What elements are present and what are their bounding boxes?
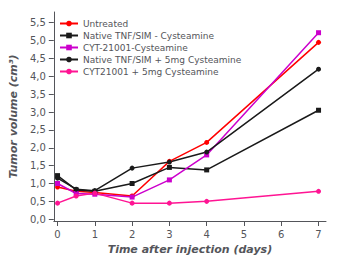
- svg-text:Untreated: Untreated: [83, 19, 128, 29]
- svg-text:Tumor volume (cm³): Tumor volume (cm³): [7, 54, 20, 178]
- svg-text:3,0: 3,0: [30, 107, 46, 118]
- svg-text:CYT-21001-Cysteamine: CYT-21001-Cysteamine: [83, 43, 188, 53]
- svg-text:3,5: 3,5: [30, 89, 46, 100]
- svg-text:0,5: 0,5: [30, 196, 46, 207]
- svg-text:0,0: 0,0: [30, 214, 46, 225]
- svg-text:0: 0: [54, 229, 60, 240]
- svg-text:5,5: 5,5: [30, 17, 46, 28]
- svg-text:1,5: 1,5: [30, 160, 46, 171]
- svg-text:Time after injection (days): Time after injection (days): [108, 243, 273, 256]
- svg-text:7: 7: [315, 229, 321, 240]
- svg-text:2: 2: [129, 229, 135, 240]
- svg-text:6: 6: [278, 229, 284, 240]
- svg-text:Native TNF/SIM + 5mg Cysteamin: Native TNF/SIM + 5mg Cysteamine: [83, 55, 242, 65]
- svg-text:2,5: 2,5: [30, 124, 46, 135]
- svg-text:4,0: 4,0: [30, 71, 46, 82]
- svg-text:3: 3: [166, 229, 172, 240]
- svg-text:5: 5: [241, 229, 247, 240]
- svg-text:5,0: 5,0: [30, 35, 46, 46]
- svg-text:2,0: 2,0: [30, 142, 46, 153]
- svg-text:1: 1: [92, 229, 98, 240]
- svg-text:1,0: 1,0: [30, 178, 46, 189]
- svg-text:4: 4: [203, 229, 209, 240]
- svg-text:Native TNF/SIM - Cysteamine: Native TNF/SIM - Cysteamine: [83, 31, 214, 41]
- svg-text:4,5: 4,5: [30, 53, 46, 64]
- svg-text:CYT21001 + 5mg Cysteamine: CYT21001 + 5mg Cysteamine: [83, 67, 219, 77]
